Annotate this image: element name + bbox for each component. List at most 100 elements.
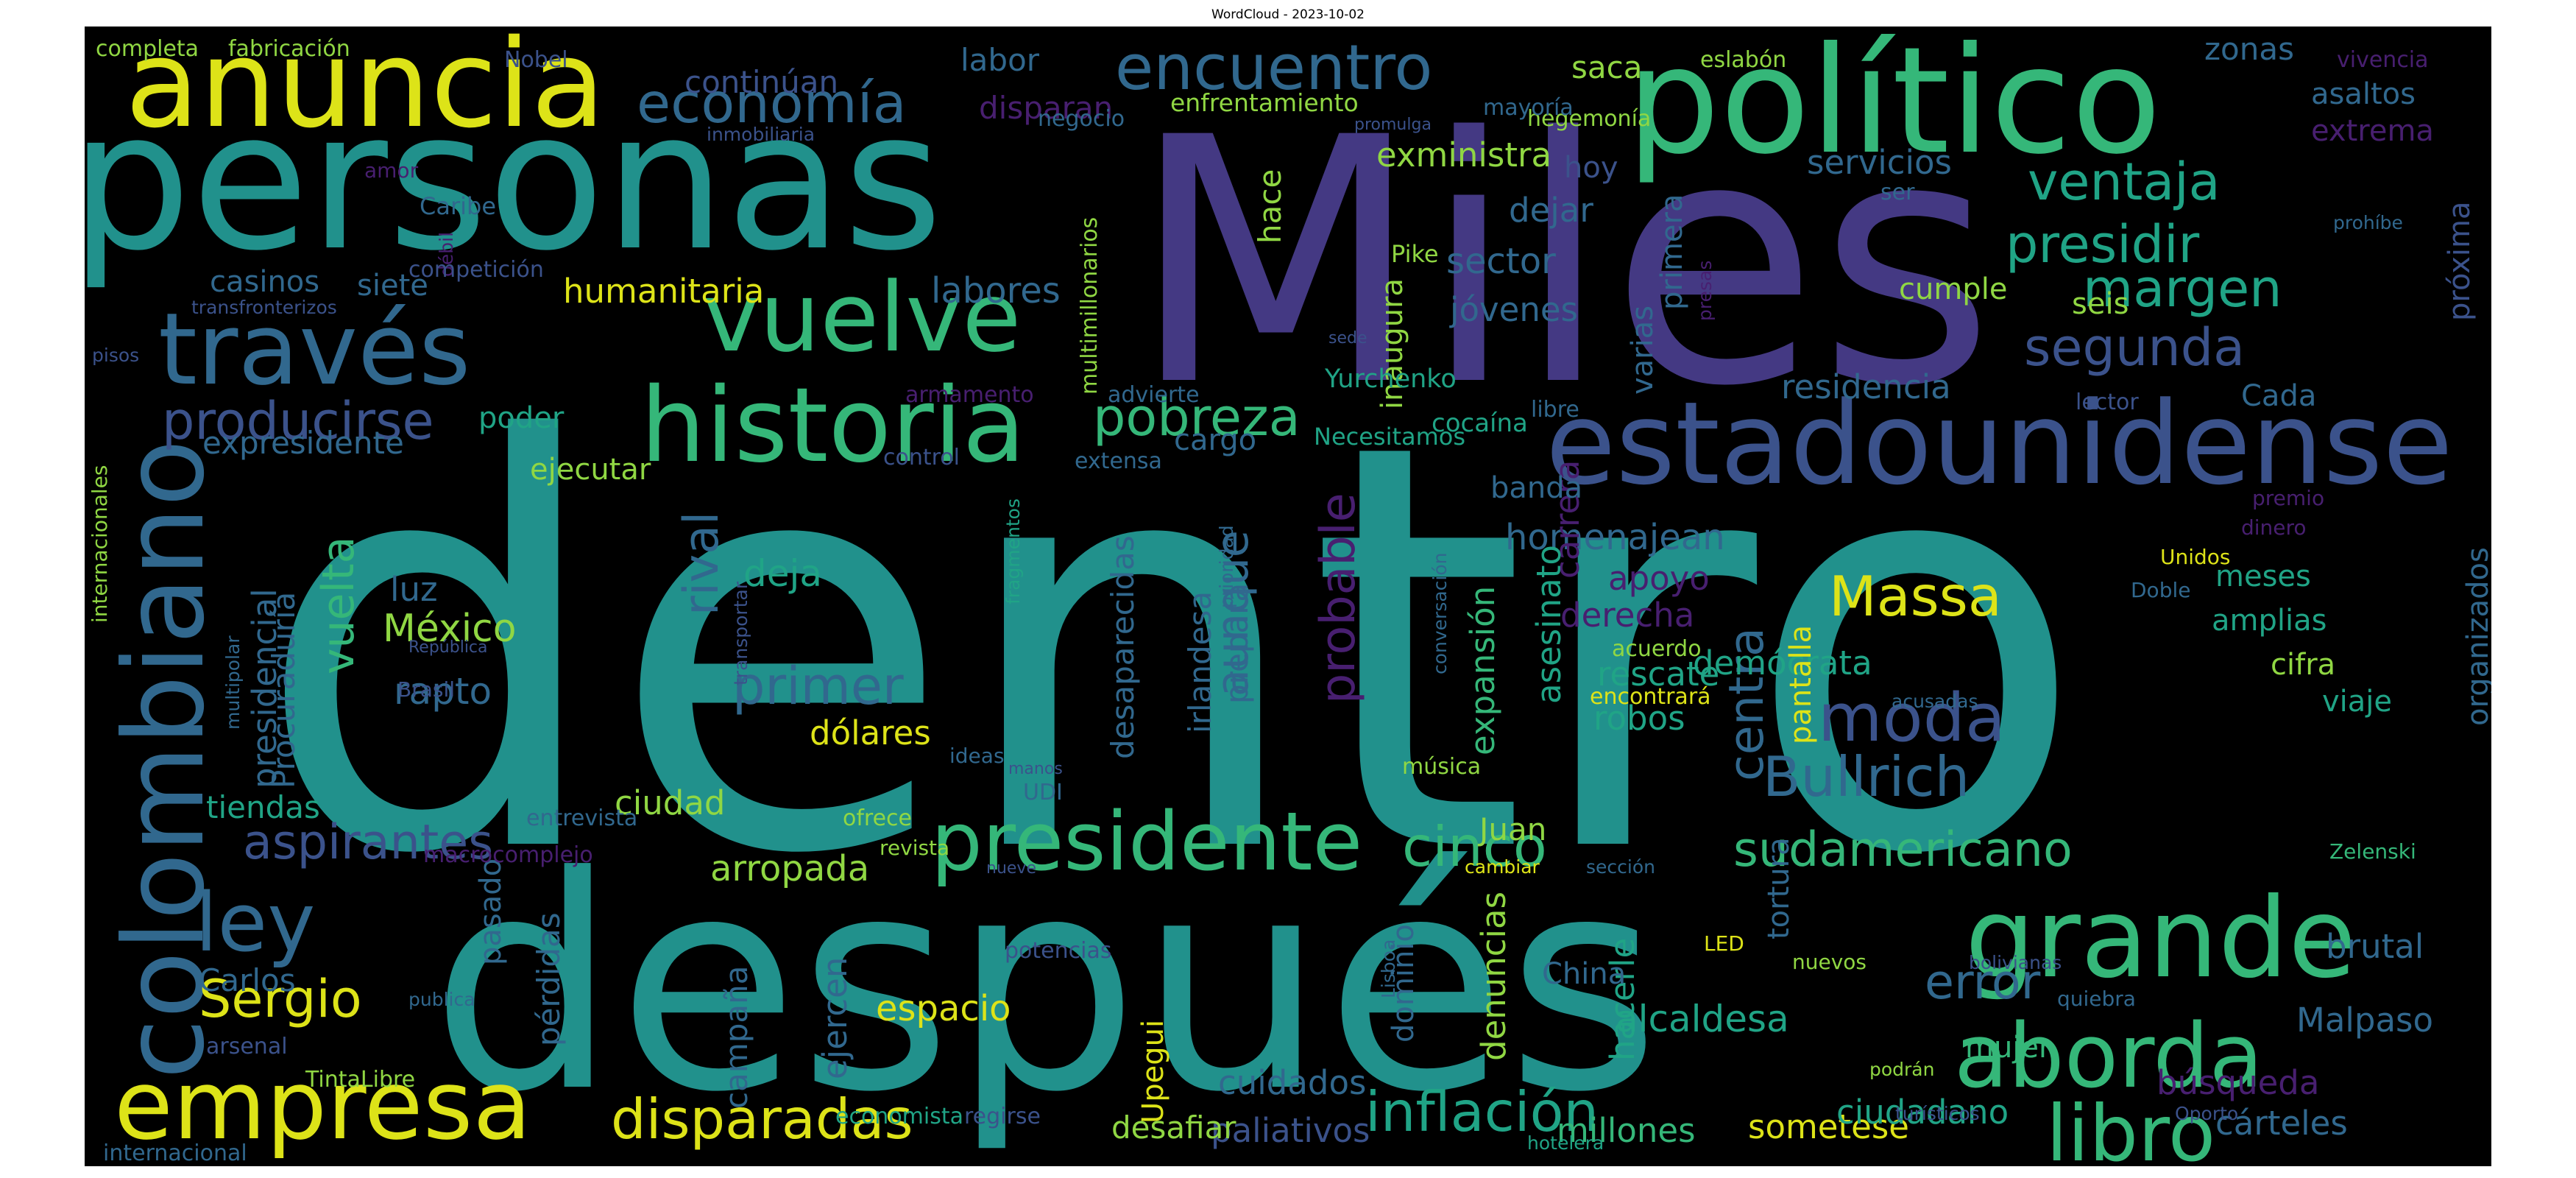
word-republica: República: [408, 638, 488, 657]
word-personas: personas: [85, 71, 943, 293]
word-dominio: dominio: [1387, 924, 1420, 1043]
word-potencias: potencias: [1005, 938, 1111, 964]
word-sometese: sometese: [1748, 1107, 1909, 1146]
word-sudamericano: sudamericano: [1733, 822, 2073, 878]
word-segunda: segunda: [2024, 317, 2245, 378]
word-bolivianas: bolivianas: [1969, 952, 2062, 973]
word-vuelta: vuelta: [313, 537, 364, 674]
word-centra: centra: [1719, 627, 1774, 781]
word-vivencia: vivencia: [2337, 47, 2429, 73]
word-china: China: [1542, 957, 1626, 991]
word-tintalibre: TintaLibre: [305, 1067, 415, 1093]
word-revista: revista: [880, 836, 949, 860]
word-campana: campaña: [718, 966, 754, 1110]
word-encontrara: encontrará: [1590, 684, 1711, 710]
word-eslabon: eslabón: [1700, 47, 1786, 73]
word-servicios: servicios: [1807, 143, 1952, 182]
word-asaltos: asaltos: [2311, 77, 2416, 111]
word-disparan: disparan: [979, 90, 1113, 126]
word-presidir: presidir: [2006, 214, 2200, 275]
word-nueve: nueve: [986, 859, 1036, 878]
word-oporto: Oporto: [2175, 1103, 2238, 1124]
word-prepara: prepara: [1219, 583, 1255, 704]
word-quiebra: quiebra: [2057, 987, 2136, 1011]
word-amplias: amplias: [2212, 604, 2326, 638]
word-casinos: casinos: [210, 265, 319, 299]
word-competicion: competición: [408, 257, 544, 283]
word-desafiar: desafiar: [1111, 1110, 1236, 1146]
word-hace: hace: [1252, 169, 1288, 244]
word-extrema: extrema: [2311, 114, 2434, 148]
word-ventaja: ventaja: [2028, 152, 2221, 212]
word-inmobiliaria: inmobiliaria: [707, 124, 815, 145]
word-presidencial: presidencial: [245, 588, 284, 789]
word-prohibe: prohíbe: [2333, 212, 2403, 233]
word-internacional: internacional: [103, 1140, 247, 1166]
word-ejercen: ejercen: [815, 957, 854, 1079]
word-ofrece: ofrece: [843, 805, 912, 831]
word-brasil: Brasil: [397, 677, 455, 702]
word-ejecutar: ejecutar: [530, 453, 651, 487]
word-rapto: rapto: [394, 670, 492, 713]
word-led: LED: [1704, 931, 1744, 956]
word-homenajean: homenajean: [1505, 517, 1725, 558]
word-transfronterizos: transfronterizos: [191, 297, 337, 318]
word-deja: deja: [743, 552, 822, 595]
word-producirse: producirse: [162, 391, 434, 451]
word-moda: moda: [1818, 680, 2006, 757]
word-hoy: hoy: [1564, 151, 1618, 185]
word-promulga: promulga: [1354, 116, 1432, 134]
word-bullrich: Bullrich: [1763, 744, 1970, 809]
word-espacio: espacio: [876, 988, 1011, 1029]
word-podran: podrán: [1869, 1059, 1934, 1080]
word-asesinato: asesinato: [1529, 545, 1568, 704]
word-zonas: zonas: [2204, 31, 2294, 67]
word-lector: lector: [2076, 389, 2139, 415]
word-jovenes: jóvenes: [1449, 290, 1578, 329]
word-libro: libro: [2046, 1089, 2215, 1166]
word-turisticos: turísticos: [1895, 1103, 1980, 1124]
word-yurchenko: Yurchenko: [1324, 364, 1457, 394]
word-historia: historia: [640, 366, 1025, 486]
word-extensa: extensa: [1075, 448, 1162, 474]
word-viaje: viaje: [2322, 685, 2392, 719]
word-hegemonia: hegemonía: [1527, 106, 1651, 132]
word-presidente: presidente: [931, 794, 1362, 889]
word-seccion: sección: [1586, 856, 1655, 878]
word-pisos: pisos: [92, 345, 139, 366]
word-anuncia: anuncia: [125, 27, 606, 155]
word-miles: Miles: [1130, 66, 1995, 460]
word-inflacion: inflación: [1365, 1079, 1599, 1144]
word-ser: ser: [1880, 180, 1915, 205]
word-nobel: Nobel: [504, 47, 568, 73]
word-sede: sede: [1328, 329, 1367, 348]
word-apoyo: apoyo: [1608, 559, 1710, 598]
word-unidos: Unidos: [2160, 545, 2231, 569]
word-pantalla: pantalla: [1784, 625, 1818, 744]
word-udi: UDI: [1023, 780, 1063, 805]
word-ciudadano: ciudadano: [1836, 1093, 2009, 1132]
word-tiendas: tiendas: [206, 789, 320, 825]
word-premio: premio: [2252, 486, 2324, 510]
word-irlandesa: irlandesa: [1182, 591, 1218, 733]
word-continuan: continúan: [684, 64, 838, 100]
word-ciudad: ciudad: [615, 783, 725, 822]
word-cada: Cada: [2241, 379, 2316, 413]
word-pike: Pike: [1391, 240, 1439, 268]
word-multimillonarios: multimillonarios: [1077, 217, 1103, 395]
word-transportar: transportar: [730, 581, 751, 685]
word-hotelera: hotelera: [1527, 1132, 1604, 1154]
word-acuerdo: acuerdo: [1612, 636, 1702, 662]
word-cocaina: cocaína: [1432, 409, 1528, 438]
word-colombiano: colombiano: [101, 440, 229, 1079]
word-entrevista: entrevista: [526, 805, 637, 831]
word-expresidente: expresidente: [202, 425, 404, 461]
word-residencia: residencia: [1781, 367, 1951, 406]
word-hacerle: hacerle: [1603, 938, 1642, 1061]
word-conversacion: conversación: [1429, 552, 1451, 674]
word-negocio: negocio: [1038, 106, 1125, 132]
word-cuidados: cuidados: [1218, 1063, 1366, 1102]
word-sergio: Sergio: [199, 969, 362, 1029]
word-dinero: dinero: [2241, 515, 2307, 540]
figure-title: WordCloud - 2023-10-02: [1211, 7, 1365, 22]
